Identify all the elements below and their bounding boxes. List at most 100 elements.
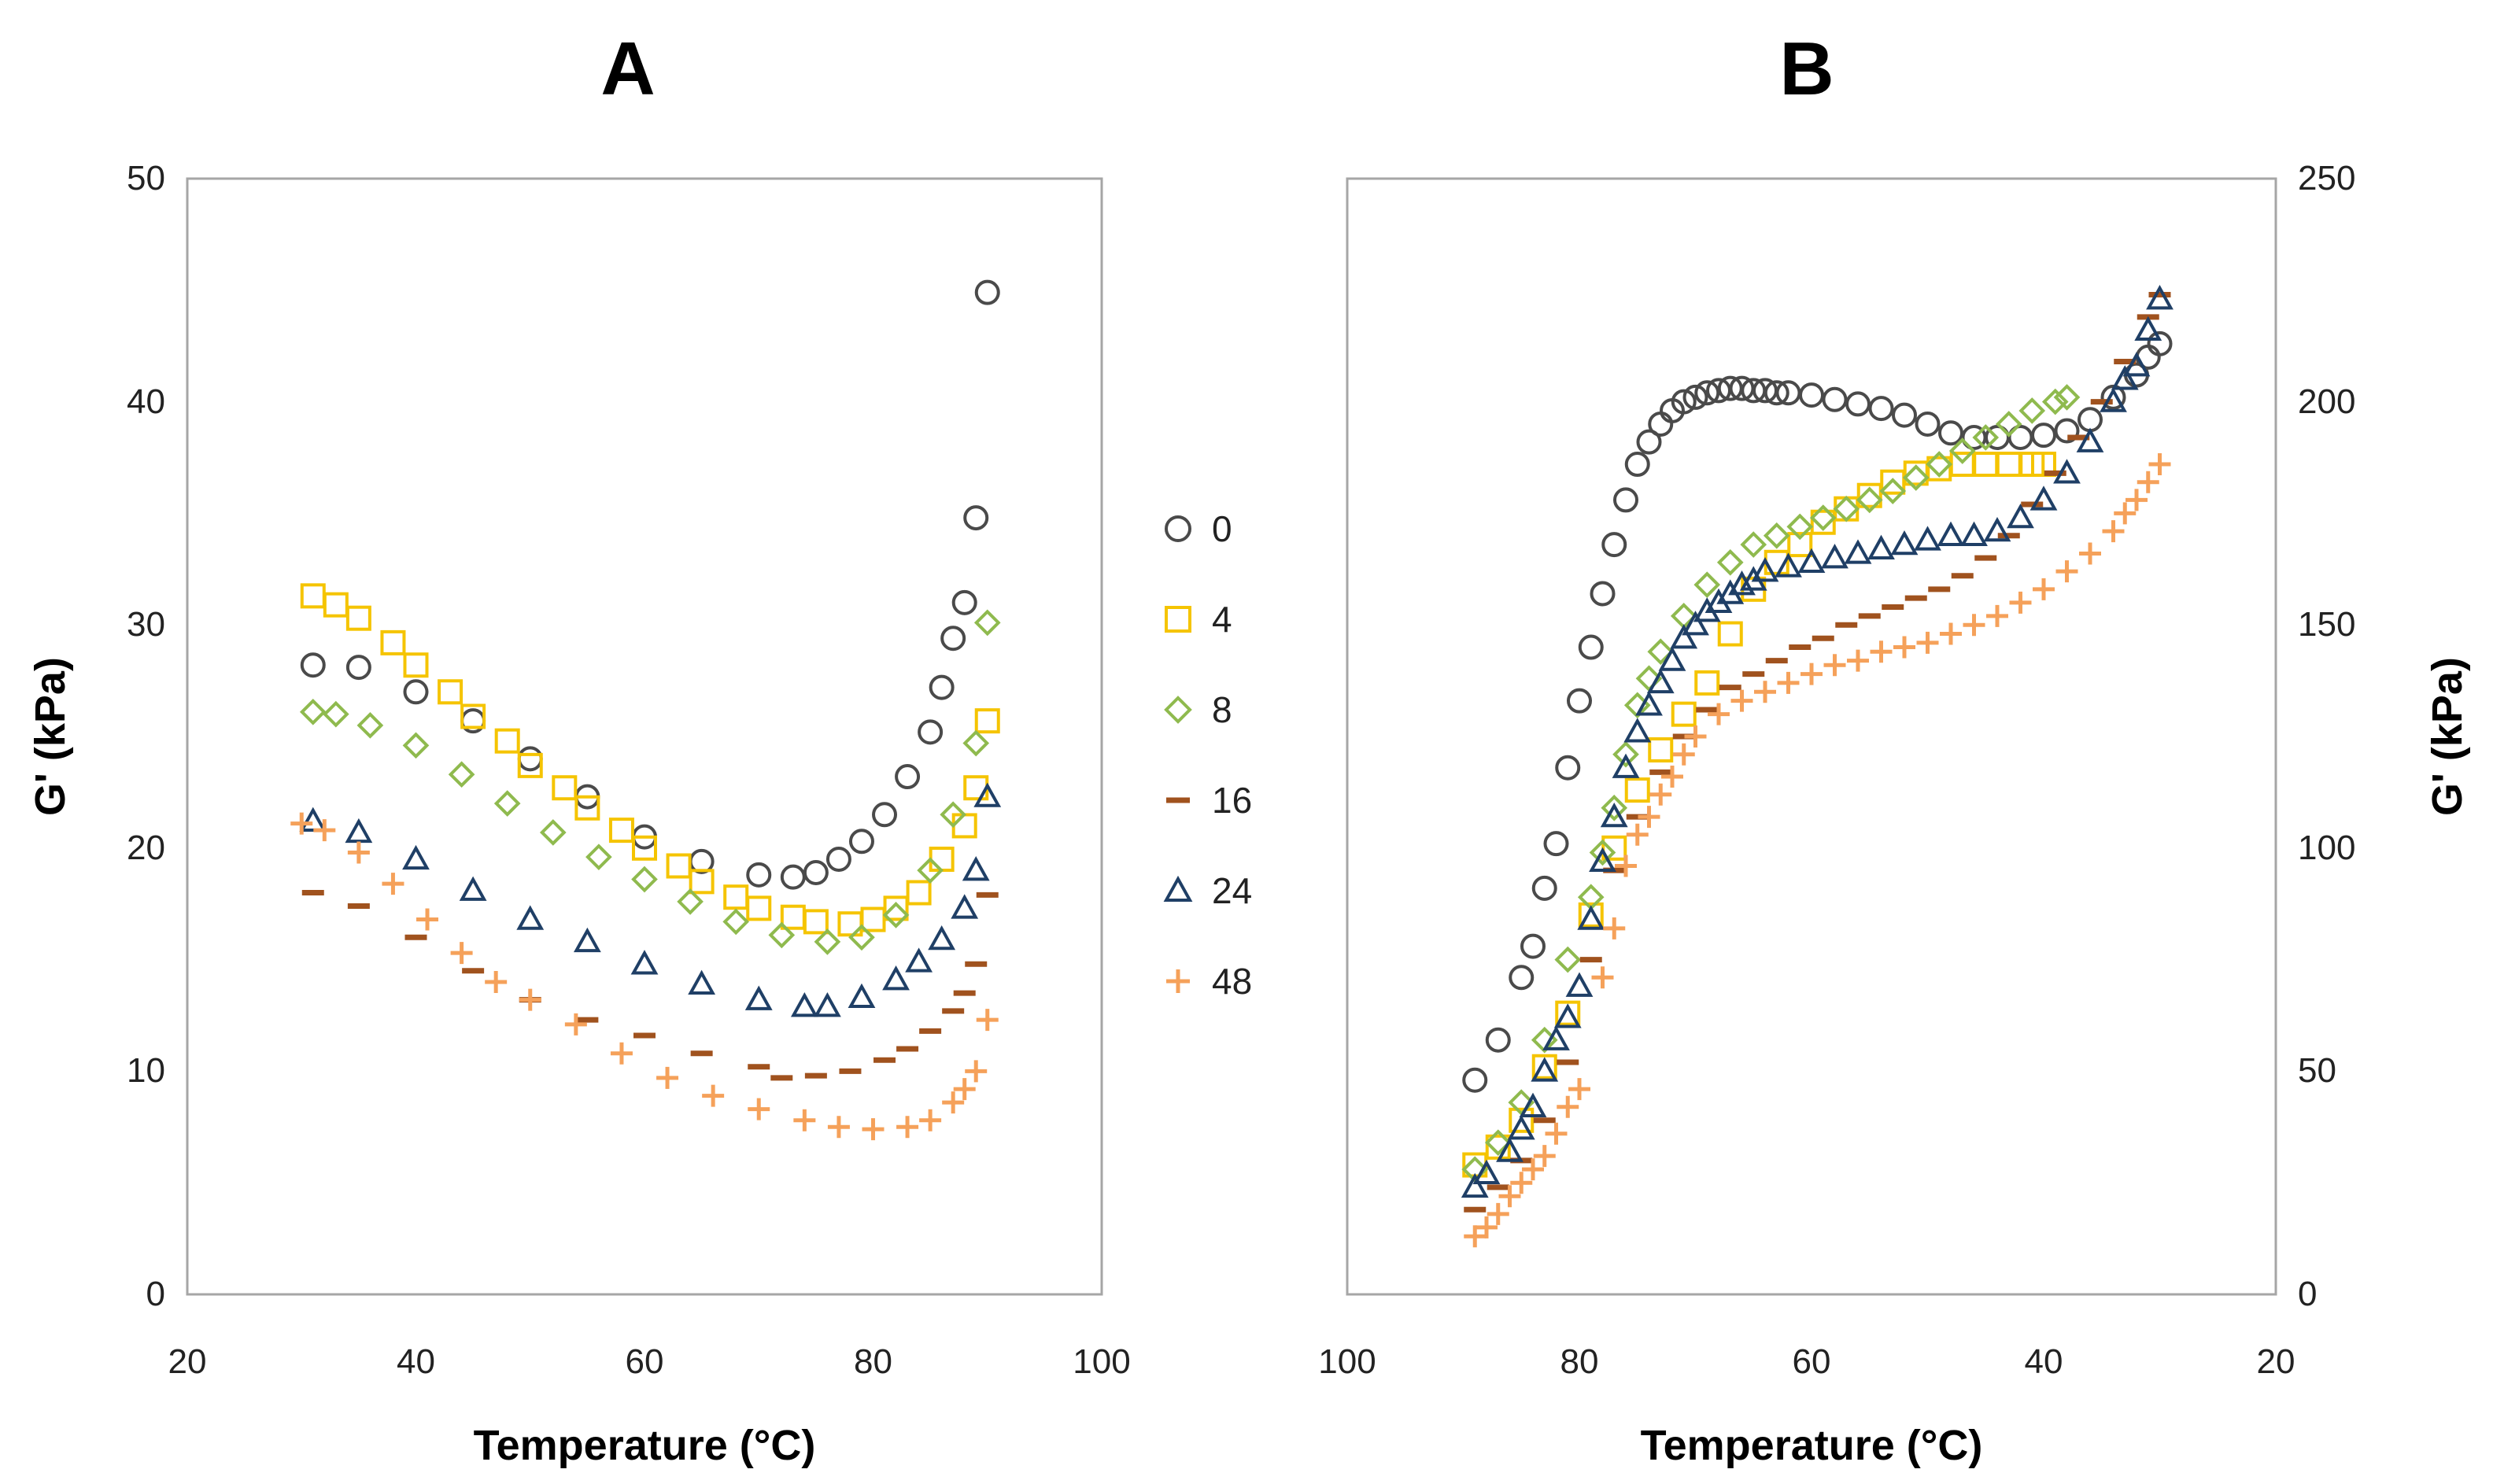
- panel-a-point-8: [677, 888, 704, 915]
- panel-b-point-48: [2114, 502, 2137, 525]
- legend-item-48: 48: [1166, 961, 1252, 1002]
- panel-b-point-8: [1508, 1089, 1535, 1116]
- panel-a-point-0: [951, 589, 977, 615]
- panel-a-point-48: [519, 988, 541, 1011]
- panel-b-point-0: [1555, 755, 1581, 781]
- legend-marker-0: [1165, 515, 1191, 542]
- panel-b-point-48: [2137, 471, 2159, 493]
- panel-b-xtick: 20: [2257, 1342, 2295, 1381]
- panel-b-point-24: [1589, 847, 1616, 873]
- panel-a-ytick: 50: [127, 159, 165, 197]
- panel-b-point-0: [1648, 411, 1674, 437]
- legend-diamond-marker: [1164, 696, 1192, 724]
- panel-b-point-48: [1626, 823, 1649, 846]
- panel-a-xtick: 80: [854, 1342, 892, 1381]
- panel-b-point-4: [1601, 835, 1627, 861]
- panel-b-point-8: [1461, 1156, 1489, 1183]
- panel-b-point-4: [1624, 777, 1650, 803]
- panel-a-point-8: [722, 908, 750, 936]
- panel-a-point-48: [656, 1066, 679, 1089]
- panel-a-point-4: [883, 895, 909, 921]
- panel-b-point-48: [1672, 743, 1695, 766]
- legend-item-0: 0: [1165, 508, 1232, 549]
- panel-a-point-48: [450, 942, 473, 965]
- panel-b-point-8: [2041, 388, 2069, 415]
- panel-b-point-48: [1801, 663, 1823, 685]
- panel-b-point-4: [1648, 737, 1674, 763]
- panel-a-point-24: [459, 876, 487, 901]
- panel-a-point-8: [585, 844, 612, 870]
- panel-b-y-ticks: 0 50 100 150 200 250: [2298, 159, 2355, 1313]
- panel-a-point-48: [610, 1042, 633, 1065]
- panel-b-point-48: [1522, 1158, 1544, 1181]
- panel-a-point-4: [494, 728, 520, 754]
- panel-b-point-24: [1612, 753, 1640, 778]
- panel-a-point-24: [744, 985, 773, 1010]
- panel-b-series-24: [1461, 285, 2174, 1198]
- legend: 0 4 8 16 24 48: [1163, 508, 1252, 1002]
- panel-a-point-4: [689, 869, 715, 895]
- panel-b-point-4: [1509, 1107, 1535, 1133]
- panel-b-point-4: [1485, 1134, 1511, 1160]
- panel-a-point-0: [963, 505, 989, 531]
- panel-b-point-8: [1856, 486, 1883, 514]
- panel-a-point-8: [539, 819, 567, 846]
- legend-plus-marker: [1166, 969, 1190, 993]
- panel-a-point-24: [573, 927, 601, 953]
- legend-label: 4: [1212, 599, 1232, 640]
- panel-b-point-24: [1623, 718, 1652, 743]
- panel-b-point-24: [1565, 972, 1594, 997]
- panel-b-point-8: [2053, 384, 2081, 411]
- panel-a-point-48: [896, 1116, 919, 1139]
- panel-b-point-0: [1822, 386, 1848, 412]
- panel-b-point-48: [2148, 453, 2171, 476]
- panel-b-point-24: [1577, 905, 1605, 930]
- panel-a-point-24: [882, 965, 910, 991]
- panel-b-point-24: [2053, 459, 2081, 484]
- panel-a-ytick: 10: [127, 1051, 165, 1090]
- panel-b-point-8: [1554, 946, 1582, 973]
- panel-b-point-24: [1658, 646, 1686, 671]
- panel-b-point-24: [2111, 365, 2139, 390]
- panel-b-title: B: [1779, 27, 1834, 111]
- panel-b-y-axis-label: G' (kPa): [2424, 657, 2471, 816]
- panel-a-point-48: [290, 812, 313, 835]
- panel-b-point-24: [1960, 521, 1988, 546]
- panel-b-point-24: [1461, 1172, 1489, 1198]
- panel-a-point-0: [929, 674, 955, 700]
- panel-a-xtick: 40: [397, 1342, 435, 1381]
- panel-a-point-4: [323, 592, 349, 618]
- panel-a-point-8: [768, 921, 796, 949]
- panel-b-point-0: [1509, 965, 1535, 991]
- panel-a-xtick: 100: [1073, 1342, 1130, 1381]
- panel-b-series-48: [1464, 453, 2171, 1248]
- panel-b-point-24: [1553, 1003, 1582, 1028]
- panel-b-point-0: [1567, 688, 1592, 714]
- panel-a-point-4: [608, 818, 634, 844]
- panel-b-point-24: [1890, 530, 1919, 556]
- panel-b-point-24: [1821, 544, 1849, 569]
- panel-a-series-24: [299, 782, 1002, 1017]
- panel-a-point-48: [313, 819, 336, 842]
- panel-a-point-0: [872, 802, 898, 828]
- panel-a-point-48: [793, 1109, 816, 1131]
- panel-b-point-0: [1624, 452, 1650, 478]
- panel-a-point-48: [347, 841, 370, 864]
- panel-a-point-4: [403, 652, 429, 678]
- panel-b-point-0: [2147, 330, 2173, 356]
- panel-b-point-0: [2031, 423, 2056, 449]
- panel-a-xtick: 20: [168, 1342, 207, 1381]
- panel-a-point-24: [516, 905, 545, 930]
- panel-b-x-axis-label: Temperature (°C): [1641, 1422, 1983, 1469]
- panel-b-point-0: [1578, 634, 1604, 660]
- panel-a-point-24: [402, 844, 430, 870]
- panel-b-point-48: [1464, 1225, 1487, 1248]
- chart-panel-b: B 0 50 100 150 200 250 100 80 60 40 20 T…: [1318, 27, 2471, 1469]
- panel-b-point-24: [1670, 624, 1698, 649]
- panel-a-point-0: [300, 652, 326, 678]
- panel-b-point-4: [1555, 1000, 1581, 1026]
- panel-b-point-0: [1543, 831, 1569, 857]
- panel-a-point-24: [962, 856, 990, 881]
- panel-a-point-4: [517, 752, 543, 778]
- panel-b-point-24: [1635, 691, 1663, 716]
